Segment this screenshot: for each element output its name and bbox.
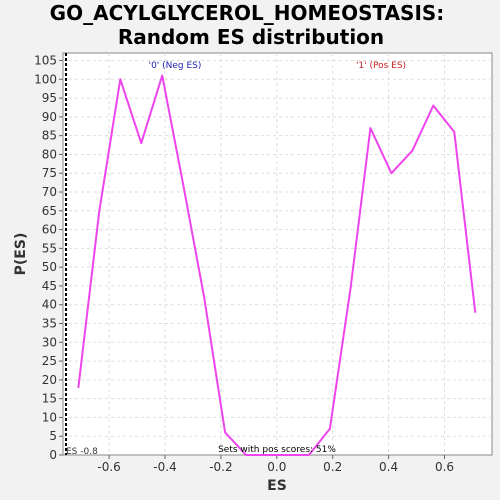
y-tick-label: 30 — [42, 335, 57, 349]
y-tick-label: 35 — [42, 317, 57, 331]
data-point — [432, 104, 435, 107]
y-axis-label: P(ES) — [13, 233, 29, 276]
data-point — [182, 183, 184, 186]
sets-pos-scores-text: Sets with pos scores: 51% — [218, 445, 336, 455]
x-tick-label: -0.2 — [209, 460, 232, 474]
chart-title-line2: Random ES distribution — [118, 25, 384, 49]
y-tick-label: 95 — [42, 91, 57, 105]
data-point — [119, 78, 122, 81]
y-tick-label: 80 — [42, 147, 57, 161]
data-point — [140, 142, 143, 144]
y-tick-label: 45 — [42, 279, 57, 293]
data-point — [245, 454, 247, 456]
y-tick-label: 85 — [42, 129, 57, 143]
x-tick-label: 0.6 — [435, 460, 454, 474]
y-tick-label: 40 — [42, 298, 57, 312]
data-point — [287, 454, 289, 456]
x-tick-label: 0.2 — [323, 460, 342, 474]
x-axis: -0.6 -0.4 -0.2 0.0 0.2 0.4 0.6 — [97, 455, 454, 474]
x-tick-label: -0.4 — [153, 460, 176, 474]
x-tick-label: 0.0 — [267, 460, 286, 474]
data-point — [411, 149, 414, 152]
y-tick-label: 100 — [34, 72, 57, 86]
y-tick-label: 55 — [42, 241, 57, 255]
y-tick-label: 50 — [42, 260, 57, 274]
data-point — [329, 427, 331, 430]
y-tick-label: 105 — [34, 54, 57, 68]
data-point — [203, 296, 205, 299]
y-tick-label: 25 — [42, 354, 57, 368]
data-point — [308, 454, 310, 456]
y-axis: 0 5 10 15 20 25 30 35 40 45 50 55 60 65 70 75 80 85 90 95 10… — [34, 54, 63, 462]
data-point — [161, 74, 164, 77]
neg-es-label: '0' (Neg ES) — [149, 61, 202, 71]
y-tick-label: 15 — [42, 392, 57, 406]
data-point — [77, 386, 80, 389]
data-point — [224, 431, 226, 434]
data-point — [98, 209, 101, 212]
data-point — [266, 454, 268, 456]
y-tick-label: 5 — [49, 429, 57, 443]
series-line — [77, 74, 477, 456]
y-tick-label: 20 — [42, 373, 57, 387]
data-point — [453, 131, 456, 133]
es-marker-label: ES -0.8 — [66, 447, 98, 457]
y-tick-label: 90 — [42, 110, 57, 124]
x-axis-label: ES — [267, 478, 287, 494]
x-tick-label: 0.4 — [379, 460, 398, 474]
y-tick-label: 60 — [42, 223, 57, 237]
y-tick-label: 10 — [42, 410, 57, 424]
data-point — [350, 285, 352, 287]
plot-area — [62, 52, 493, 456]
x-tick-label: -0.6 — [97, 460, 120, 474]
y-tick-label: 65 — [42, 204, 57, 218]
series-group — [77, 74, 477, 456]
y-tick-label: 75 — [42, 166, 57, 180]
pos-es-label: '1' (Pos ES) — [356, 61, 406, 71]
data-point — [474, 311, 477, 314]
data-point — [369, 127, 372, 129]
data-point — [390, 172, 393, 175]
y-tick-label: 0 — [49, 448, 57, 462]
y-tick-label: 70 — [42, 185, 57, 199]
chart-title-line1: GO_ACYLGLYCEROL_HOMEOSTASIS: — [50, 1, 445, 25]
